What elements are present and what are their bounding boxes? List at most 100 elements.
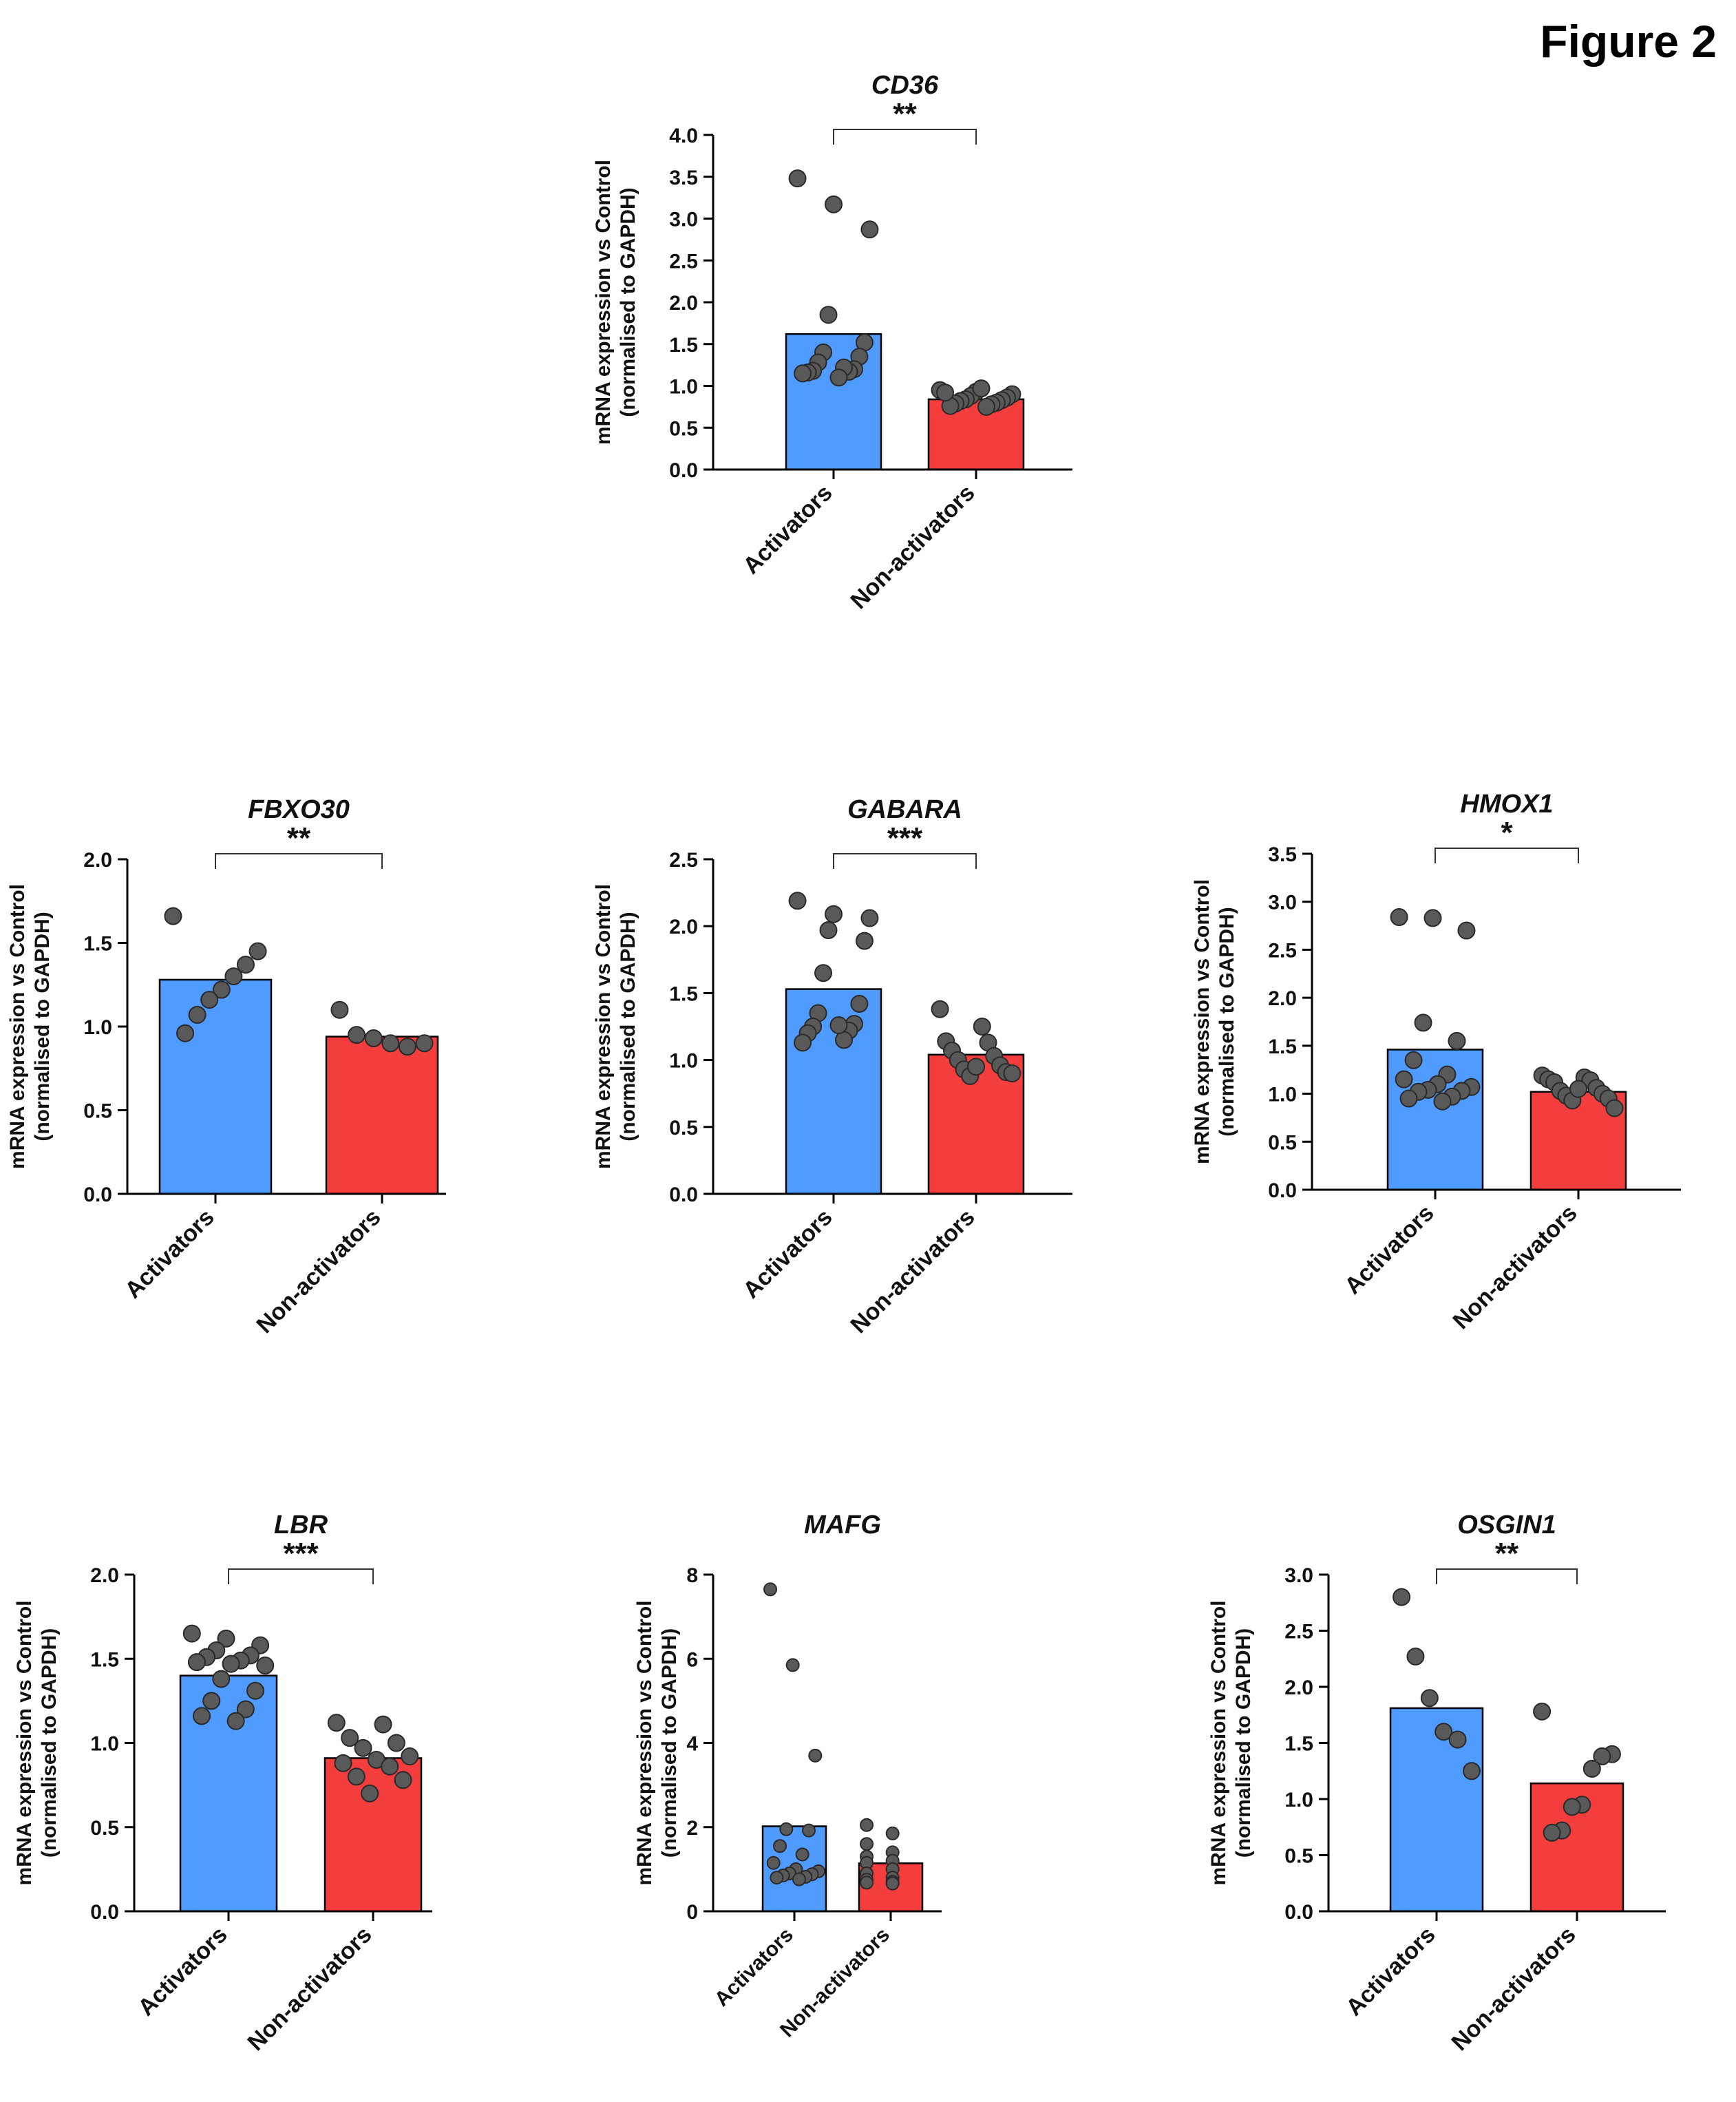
data-point (794, 1033, 812, 1052)
y-tick-label: 2.5 (1284, 1621, 1313, 1643)
y-tick-label: 2 (686, 1817, 698, 1840)
data-point (825, 195, 843, 213)
data-point (334, 1754, 352, 1772)
data-point (212, 980, 231, 999)
y-tick-label: 3.5 (1268, 843, 1297, 866)
data-point (1462, 1762, 1481, 1780)
y-tick-label: 8 (686, 1564, 698, 1587)
data-point (792, 1872, 806, 1886)
y-tick-label: 1.5 (669, 982, 698, 1005)
data-point (347, 1767, 366, 1786)
significance-stars: * (1501, 816, 1513, 850)
y-tick-label: 2.0 (1268, 987, 1297, 1010)
data-point (354, 1738, 372, 1757)
data-point (212, 1670, 231, 1688)
data-point (381, 1757, 399, 1776)
y-tick-label: 0.5 (83, 1100, 112, 1123)
y-tick-label: 1.0 (669, 1050, 698, 1073)
data-point (188, 1005, 207, 1024)
data-point (256, 1657, 275, 1675)
x-tick-label: Activators (1340, 1200, 1439, 1299)
data-point (931, 1000, 949, 1018)
data-point (1593, 1747, 1611, 1766)
data-point (224, 967, 243, 986)
data-point (1457, 921, 1476, 940)
data-point (977, 397, 995, 416)
y-tick-label: 0.5 (669, 417, 698, 440)
data-point (855, 932, 874, 950)
y-tick-label: 0.5 (669, 1117, 698, 1139)
data-point (1543, 1823, 1561, 1842)
data-point (374, 1715, 392, 1734)
chart-title: LBR (274, 1511, 328, 1539)
data-point (246, 1681, 265, 1700)
data-point (770, 1871, 784, 1885)
data-point (819, 306, 838, 324)
data-point (819, 921, 838, 940)
chart-title: MAFG (804, 1511, 881, 1539)
data-point (187, 1653, 206, 1672)
data-point (885, 1826, 900, 1840)
chart-title: FBXO30 (248, 795, 350, 824)
y-axis-label-line2: (normalised to GAPDH) (1216, 907, 1238, 1136)
data-point (236, 1700, 255, 1719)
chart-panel-gabara: GABARA 0.0 0.5 1.0 1.5 2.0 2.5 Activators Non-ac… (592, 795, 1072, 1338)
data-point (202, 1692, 221, 1710)
data-point (1533, 1702, 1552, 1721)
data-point (1420, 1689, 1439, 1707)
y-axis-label-line2: (normalised to GAPDH) (31, 912, 54, 1141)
bar-activators (158, 978, 273, 1195)
y-tick-label: 0.0 (1268, 1179, 1297, 1202)
data-point (394, 1771, 412, 1789)
y-tick-label: 3.0 (1268, 892, 1297, 914)
data-point (825, 905, 843, 923)
data-point (860, 909, 879, 927)
data-point (1404, 1051, 1423, 1069)
y-tick-label: 2.0 (669, 916, 698, 938)
data-point (381, 1034, 400, 1053)
data-point (1393, 1588, 1411, 1606)
data-point (860, 1837, 874, 1851)
y-tick-label: 3.5 (669, 167, 698, 189)
data-point (1448, 1730, 1467, 1749)
x-tick-label: Activators (710, 1924, 798, 2011)
y-axis-label-line1: mRNA expression vs Control (13, 1601, 36, 1886)
y-tick-label: 6 (686, 1648, 698, 1671)
chart-title: OSGIN1 (1457, 1511, 1556, 1539)
y-tick-label: 0.0 (83, 1184, 112, 1206)
data-point (330, 1000, 349, 1019)
data-point (1395, 1070, 1413, 1089)
y-tick-label: 2.5 (1268, 939, 1297, 962)
data-point (763, 1582, 778, 1597)
data-point (1399, 1089, 1418, 1108)
chart-panel-fbxo30: FBXO30 0.0 0.5 1.0 1.5 2.0 Activators Non-activ… (6, 795, 446, 1338)
y-tick-label: 1.0 (1284, 1789, 1313, 1811)
data-point (1569, 1080, 1587, 1098)
data-point (1582, 1759, 1601, 1778)
y-tick-label: 3.0 (669, 209, 698, 231)
x-tick-label: Non-activators (242, 1922, 377, 2056)
y-tick-label: 0.0 (669, 459, 698, 482)
data-point (834, 1031, 853, 1049)
data-point (1390, 908, 1408, 927)
x-tick-label: Activators (738, 480, 837, 579)
data-point (972, 379, 991, 398)
y-tick-label: 0.0 (90, 1901, 119, 1924)
y-axis-label-line1: mRNA expression vs Control (1191, 879, 1214, 1164)
y-axis-label-line2: (normalised to GAPDH) (617, 912, 639, 1141)
data-point (415, 1034, 434, 1053)
x-tick-label: Activators (133, 1922, 232, 2021)
y-tick-label: 2.0 (1284, 1677, 1313, 1699)
y-tick-label: 0.0 (1284, 1901, 1313, 1924)
data-point (348, 1026, 366, 1044)
chart-panel-hmox1: HMOX1 0.0 0.5 1.0 1.5 2.0 2.5 3.0 3.5 Activators N… (1191, 790, 1681, 1334)
y-tick-label: 0.5 (1268, 1131, 1297, 1154)
significance-stars: ** (287, 821, 311, 855)
chart-title: HMOX1 (1460, 790, 1553, 819)
y-tick-label: 1.0 (83, 1016, 112, 1039)
data-point (364, 1029, 383, 1048)
chart-panel-cd36: CD36 0.0 0.5 1.0 1.5 2.0 2.5 3.0 3.5 4.0 Activator… (592, 71, 1072, 614)
y-tick-label: 2.0 (669, 292, 698, 315)
